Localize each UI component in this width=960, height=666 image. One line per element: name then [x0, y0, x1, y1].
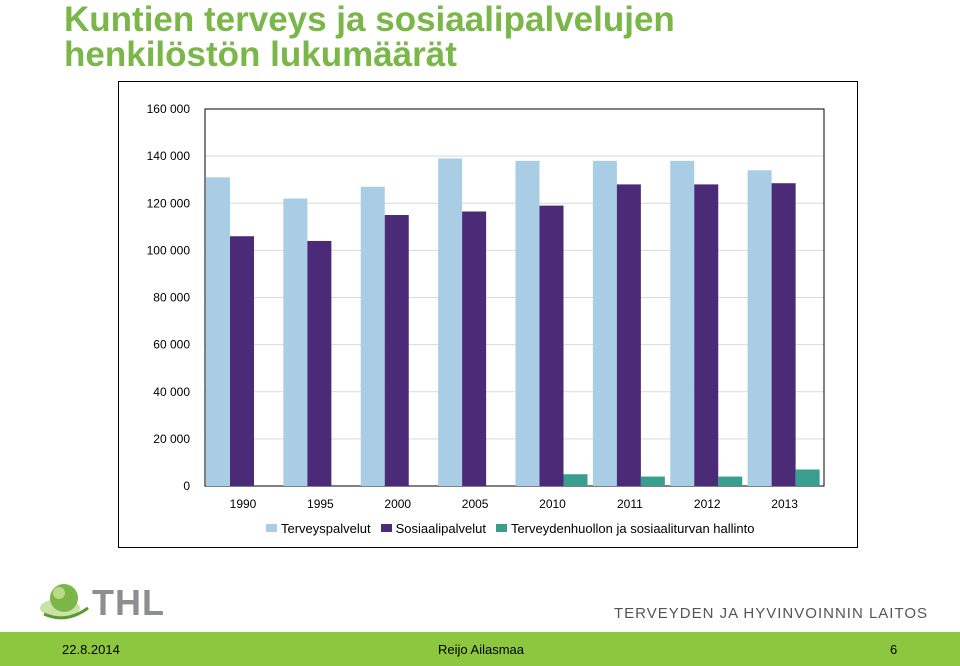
x-tick-label: 2010	[539, 497, 566, 511]
y-tick-label: 20 000	[153, 432, 190, 446]
thl-leaf-logo-icon	[40, 584, 89, 620]
bar-2012-2	[694, 184, 719, 486]
y-tick-label: 120 000	[147, 196, 191, 210]
bar-2010-3	[563, 474, 588, 486]
y-tick-label: 60 000	[153, 338, 190, 352]
x-tick-label: 2011	[617, 497, 643, 511]
bar-1990-2	[230, 236, 254, 486]
bar-2013-2	[771, 183, 796, 487]
x-tick-label: 2000	[384, 497, 411, 511]
legend-label-sosiaalipalvelut: Sosiaalipalvelut	[395, 520, 486, 536]
bar-2012-3	[718, 476, 743, 486]
bar-2000-1	[360, 186, 385, 486]
y-tick-label: 0	[183, 479, 190, 493]
legend-swatch-terveyspalvelut	[266, 524, 277, 532]
bar-2005-2	[462, 211, 487, 486]
footer-date: 22.8.2014	[62, 642, 120, 657]
footer-bar: 22.8.2014 Reijo Ailasmaa 6	[0, 632, 960, 666]
x-tick-label: 1995	[307, 497, 334, 511]
x-tick-label: 2005	[462, 497, 489, 511]
plot-area-border	[204, 108, 825, 487]
y-tick-label: 100 000	[147, 243, 191, 257]
bar-2010-1	[515, 160, 540, 486]
y-tick-label: 160 000	[147, 102, 191, 116]
bar-2005-1	[438, 158, 463, 486]
x-tick-label: 1990	[230, 497, 257, 511]
page-title-line-2: henkilöstön lukumäärät	[64, 35, 457, 74]
bar-1995-1	[283, 198, 308, 486]
y-tick-label: 80 000	[153, 291, 190, 305]
legend-item-sosiaalipalvelut: Sosiaalipalvelut	[380, 520, 486, 536]
legend-item-terveyspalvelut: Terveyspalvelut	[266, 521, 371, 536]
legend-label-terveyspalvelut: Terveyspalvelut	[281, 520, 371, 536]
x-tick-label: 2012	[694, 497, 721, 511]
bar-2000-2	[384, 215, 409, 486]
legend-item-hallinto: Terveydenhuollon ja sosiaaliturvan halli…	[495, 520, 755, 536]
bar-1990-1	[206, 177, 230, 487]
footer-author: Reijo Ailasmaa	[438, 642, 524, 657]
thl-logo-text: THL	[92, 582, 165, 623]
legend-swatch-sosiaalipalvelut	[380, 524, 392, 532]
bar-2011-3	[640, 476, 665, 486]
page-title: Kuntien terveys ja sosiaalipalvelujen he…	[64, 2, 924, 72]
bar-1995-2	[307, 240, 332, 486]
y-tick-label: 40 000	[153, 385, 190, 399]
y-tick-label: 140 000	[147, 149, 191, 163]
bar-2011-1	[592, 160, 617, 486]
chart-legend: Terveyspalvelut Sosiaalipalvelut Terveyd…	[266, 520, 765, 536]
x-tick-label: 2013	[771, 497, 798, 511]
bar-2013-1	[747, 170, 772, 486]
legend-swatch-hallinto	[495, 524, 507, 532]
footer-page-number: 6	[890, 642, 898, 657]
organization-name: TERVEYDEN JA HYVINVOINNIN LAITOS	[614, 605, 929, 622]
bar-2012-1	[670, 160, 695, 486]
page-title-line-1: Kuntien terveys ja sosiaalipalvelujen	[64, 0, 675, 39]
bar-2010-2	[539, 205, 564, 486]
bar-2013-3	[795, 469, 820, 486]
bar-2011-2	[616, 184, 641, 486]
legend-label-hallinto: Terveydenhuollon ja sosiaaliturvan halli…	[510, 520, 755, 536]
